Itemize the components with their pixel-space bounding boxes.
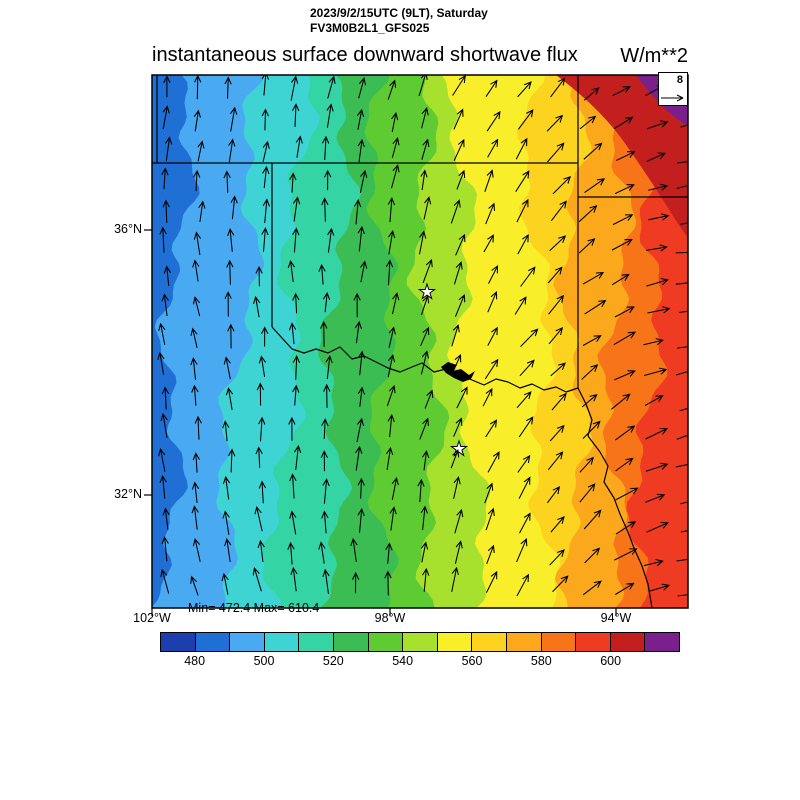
units-label: W/m**2 — [620, 45, 688, 67]
colorbar-segment — [471, 632, 507, 652]
city-star-marker — [449, 439, 469, 457]
colorbar-segment — [540, 632, 577, 652]
state-border-red_river — [271, 326, 579, 393]
reference-arrow-icon — [661, 94, 684, 102]
colorbar-tick-label: 560 — [461, 654, 483, 668]
lon-label-98w: 98°W — [374, 611, 406, 625]
colorbar-segment — [367, 632, 404, 652]
colorbar-tick-label: 600 — [600, 654, 622, 668]
map-layers — [152, 75, 688, 608]
figure-header: 2023/9/2/15UTC (9LT), Saturday FV3M0B2L1… — [310, 6, 488, 36]
colorbar-tick-label: 500 — [253, 654, 275, 668]
colorbar-segment — [160, 632, 196, 652]
colorbar-segment — [505, 632, 542, 652]
colorbar — [160, 632, 680, 652]
colorbar-segment — [644, 632, 680, 652]
colorbar-segment — [575, 632, 611, 652]
model-name-label: FV3M0B2L1_GFS025 — [310, 21, 430, 35]
colorbar-segment — [436, 632, 473, 652]
colorbar-tick-label: 480 — [184, 654, 206, 668]
reference-vector-box: 8 — [658, 72, 688, 106]
lat-label-32n: 32°N — [114, 487, 142, 501]
colorbar-tick-label: 520 — [322, 654, 344, 668]
map-border — [151, 74, 689, 609]
lon-label-102w: 102°W — [133, 611, 171, 625]
valid-time-label: 2023/9/2/15UTC (9LT), Saturday — [310, 6, 488, 20]
colorbar-segment — [402, 632, 438, 652]
wind-vector-field — [157, 75, 688, 597]
colorbar-segment — [332, 632, 369, 652]
colorbar-segment — [194, 632, 231, 652]
city-star-marker — [417, 282, 437, 300]
lat-label-36n: 36°N — [114, 222, 142, 236]
minmax-stats-label: Min= 472.4 Max= 610.4 — [188, 601, 320, 615]
colorbar-segment — [298, 632, 334, 652]
colorbar-segment — [609, 632, 646, 652]
colorbar-tick-label: 580 — [530, 654, 552, 668]
reference-vector-value: 8 — [676, 74, 683, 86]
contour-region — [556, 75, 688, 238]
colorbar-labels: 480 500 520 540 560 580 600 — [160, 654, 680, 670]
lake-marker — [441, 362, 475, 382]
colorbar-tick-label: 540 — [392, 654, 414, 668]
figure-title: instantaneous surface downward shortwave… — [152, 44, 578, 66]
colorbar-segment — [263, 632, 300, 652]
colorbar-segment — [229, 632, 265, 652]
lon-label-94w: 94°W — [600, 611, 632, 625]
state-border-tx_la_east — [577, 387, 653, 608]
